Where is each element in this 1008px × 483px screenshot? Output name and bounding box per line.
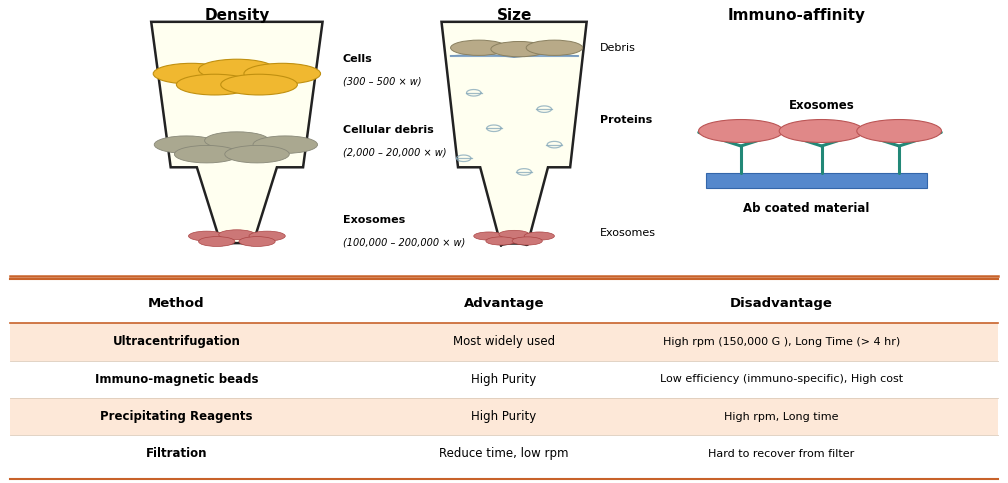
Text: Cells: Cells — [343, 54, 373, 64]
Circle shape — [779, 119, 864, 142]
Circle shape — [199, 237, 235, 246]
Text: Cellular debris: Cellular debris — [343, 125, 433, 135]
Text: Low efficiency (immuno-specific), High cost: Low efficiency (immuno-specific), High c… — [659, 374, 903, 384]
Circle shape — [524, 232, 554, 240]
Text: Ultracentrifugation: Ultracentrifugation — [113, 336, 240, 348]
Circle shape — [512, 237, 542, 245]
Text: Advantage: Advantage — [464, 297, 544, 310]
Text: Density: Density — [205, 8, 269, 23]
Circle shape — [225, 145, 289, 163]
Text: Immuno-magnetic beads: Immuno-magnetic beads — [95, 373, 258, 386]
Circle shape — [451, 40, 507, 56]
Circle shape — [205, 132, 269, 149]
Circle shape — [219, 230, 255, 240]
Text: Debris: Debris — [600, 43, 636, 53]
Circle shape — [486, 237, 516, 245]
Circle shape — [526, 40, 583, 56]
Circle shape — [499, 230, 529, 239]
Text: Ab coated material: Ab coated material — [743, 202, 870, 215]
Circle shape — [491, 42, 547, 57]
Circle shape — [176, 74, 253, 95]
Circle shape — [474, 232, 504, 240]
Circle shape — [153, 63, 230, 84]
Circle shape — [154, 136, 219, 154]
Text: (300 – 500 × ᴡ): (300 – 500 × ᴡ) — [343, 77, 421, 87]
Bar — [706, 173, 927, 188]
Text: High Purity: High Purity — [472, 410, 536, 423]
Circle shape — [174, 145, 239, 163]
Text: Filtration: Filtration — [145, 447, 208, 460]
Text: Most widely used: Most widely used — [453, 336, 555, 348]
Text: Hard to recover from filter: Hard to recover from filter — [708, 449, 855, 459]
Circle shape — [244, 63, 321, 84]
Polygon shape — [442, 22, 587, 245]
Circle shape — [221, 74, 297, 95]
Circle shape — [239, 237, 275, 246]
Circle shape — [249, 231, 285, 241]
Circle shape — [253, 136, 318, 154]
Text: Exosomes: Exosomes — [600, 228, 656, 238]
Text: Proteins: Proteins — [600, 115, 652, 125]
Text: High rpm (150,000 G ), Long Time (> 4 hr): High rpm (150,000 G ), Long Time (> 4 hr… — [662, 337, 900, 347]
Bar — [10, 398, 998, 435]
Text: Exosomes: Exosomes — [788, 99, 855, 112]
Circle shape — [188, 231, 225, 241]
Polygon shape — [151, 22, 323, 245]
Circle shape — [699, 119, 783, 142]
Text: (2,000 – 20,000 × ᴡ): (2,000 – 20,000 × ᴡ) — [343, 147, 447, 157]
Bar — [10, 323, 998, 361]
Text: High Purity: High Purity — [472, 373, 536, 386]
Circle shape — [857, 119, 941, 142]
Text: (100,000 – 200,000 × ᴡ): (100,000 – 200,000 × ᴡ) — [343, 238, 465, 247]
Circle shape — [199, 59, 275, 80]
Text: Exosomes: Exosomes — [343, 215, 405, 225]
Text: Precipitating Reagents: Precipitating Reagents — [100, 410, 253, 423]
Text: High rpm, Long time: High rpm, Long time — [724, 412, 839, 422]
Text: Disadvantage: Disadvantage — [730, 297, 833, 310]
Text: Size: Size — [496, 8, 532, 23]
Text: Immuno-affinity: Immuno-affinity — [728, 8, 865, 23]
Text: Reduce time, low rpm: Reduce time, low rpm — [439, 447, 569, 460]
Text: Method: Method — [148, 297, 205, 310]
